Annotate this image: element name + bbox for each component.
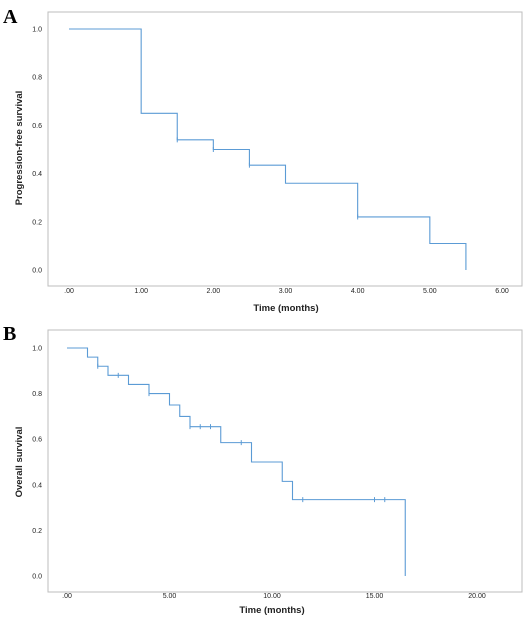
panel-a-x-tick-label: 2.00 — [207, 288, 221, 295]
panel-a-y-tick-label: 0.6 — [32, 123, 42, 130]
panel-b-x-tick-label: 15.00 — [366, 593, 384, 600]
panel-b-x-tick-label: 10.00 — [263, 593, 281, 600]
panel-b-y-tick-label: 1.0 — [32, 346, 42, 353]
panel-b-y-tick-label: 0.0 — [32, 574, 42, 581]
panel-a-y-tick-label: 0.2 — [32, 219, 42, 226]
panel-a-plot-area — [69, 28, 467, 270]
panel-a: A Time (months) Progression-free surviva… — [3, 6, 523, 314]
panel-a-survival-curve — [69, 28, 467, 270]
panel-a-x-tick-label: 4.00 — [351, 288, 365, 295]
panel-b: B Time (months) Overall survival 0.00.20… — [3, 323, 523, 616]
panel-a-x-tick-label: 5.00 — [423, 288, 437, 295]
panel-a-x-axis-title: Time (months) — [253, 303, 318, 314]
panel-a-y-tick-label: 1.0 — [32, 27, 42, 34]
panel-b-plot-area — [67, 347, 406, 576]
panel-b-y-tick-label: 0.4 — [32, 482, 42, 489]
panel-b-label: B — [3, 323, 16, 345]
panel-a-y-tick-label: 0.4 — [32, 171, 42, 178]
panel-a-y-tick-label: 0.8 — [32, 75, 42, 82]
panel-a-x-tick-label: 3.00 — [279, 288, 293, 295]
panel-a-x-tick-labels: .00 1.00 2.00 3.00 4.00 5.00 6.00 — [64, 288, 509, 295]
panel-a-y-tick-labels: 0.0 0.2 0.4 0.6 0.8 1.0 — [32, 27, 42, 275]
panel-b-y-axis-title: Overall survival — [14, 427, 25, 498]
panel-b-x-tick-label: 5.00 — [163, 593, 177, 600]
panel-a-label: A — [3, 6, 18, 28]
panel-b-y-tick-label: 0.8 — [32, 391, 42, 398]
panel-b-x-tick-label: 20.00 — [468, 593, 486, 600]
panel-b-x-tick-labels: .00 5.00 10.00 15.00 20.00 — [62, 593, 486, 600]
panel-a-x-tick-label: .00 — [64, 288, 74, 295]
panel-b-y-tick-label: 0.6 — [32, 437, 42, 444]
panel-a-y-tick-label: 0.0 — [32, 268, 42, 275]
panel-a-x-tick-label: 1.00 — [134, 288, 148, 295]
panel-b-x-axis-title: Time (months) — [239, 605, 304, 616]
panel-b-survival-curve — [67, 347, 406, 576]
panel-a-x-tick-label: 6.00 — [495, 288, 509, 295]
panel-b-x-tick-label: .00 — [62, 593, 72, 600]
panel-b-y-tick-labels: 0.0 0.2 0.4 0.6 0.8 1.0 — [32, 346, 42, 581]
panel-a-frame — [47, 11, 523, 287]
panel-b-y-tick-label: 0.2 — [32, 528, 42, 535]
panel-b-frame — [47, 329, 523, 593]
panel-a-y-axis-title: Progression-free survival — [14, 91, 25, 206]
